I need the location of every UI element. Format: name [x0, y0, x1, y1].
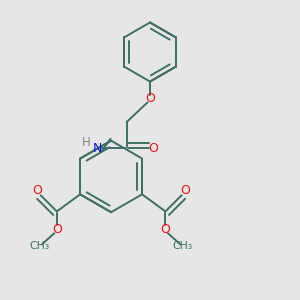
Text: N: N	[92, 142, 102, 155]
Text: CH₃: CH₃	[173, 241, 193, 251]
Text: O: O	[145, 92, 155, 105]
Text: CH₃: CH₃	[29, 241, 50, 251]
Text: O: O	[52, 223, 62, 236]
Text: O: O	[180, 184, 190, 197]
Text: O: O	[148, 142, 158, 155]
Text: H: H	[82, 136, 91, 149]
Text: O: O	[160, 223, 170, 236]
Text: O: O	[32, 184, 42, 197]
